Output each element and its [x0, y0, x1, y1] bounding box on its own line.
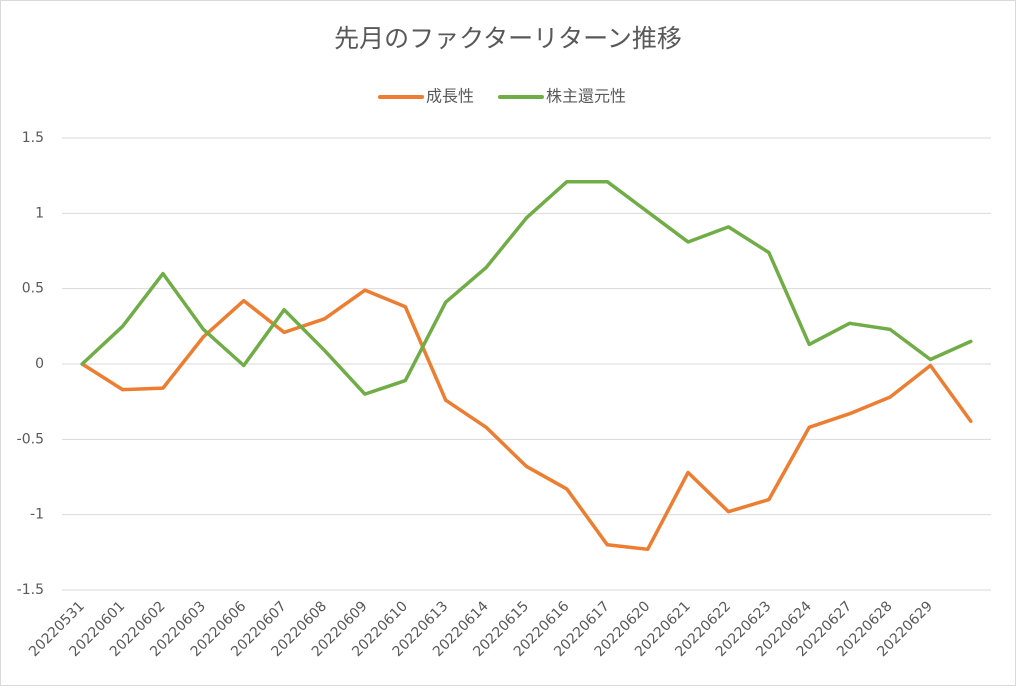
y-tick-label: 1.5 — [22, 130, 44, 146]
y-tick-label: -1 — [30, 507, 44, 523]
chart-title: 先月のファクターリターン推移 — [334, 24, 682, 53]
legend-label: 株主還元性 — [546, 87, 626, 106]
series-line — [80, 179, 973, 396]
y-tick-label: 1 — [35, 205, 44, 221]
y-tick-label: -0.5 — [17, 431, 44, 447]
series-line — [80, 288, 973, 552]
legend-label: 成長性 — [426, 87, 474, 106]
y-tick-label: -1.5 — [17, 582, 44, 598]
y-tick-label: 0 — [35, 356, 44, 372]
y-tick-label: 0.5 — [22, 281, 44, 297]
